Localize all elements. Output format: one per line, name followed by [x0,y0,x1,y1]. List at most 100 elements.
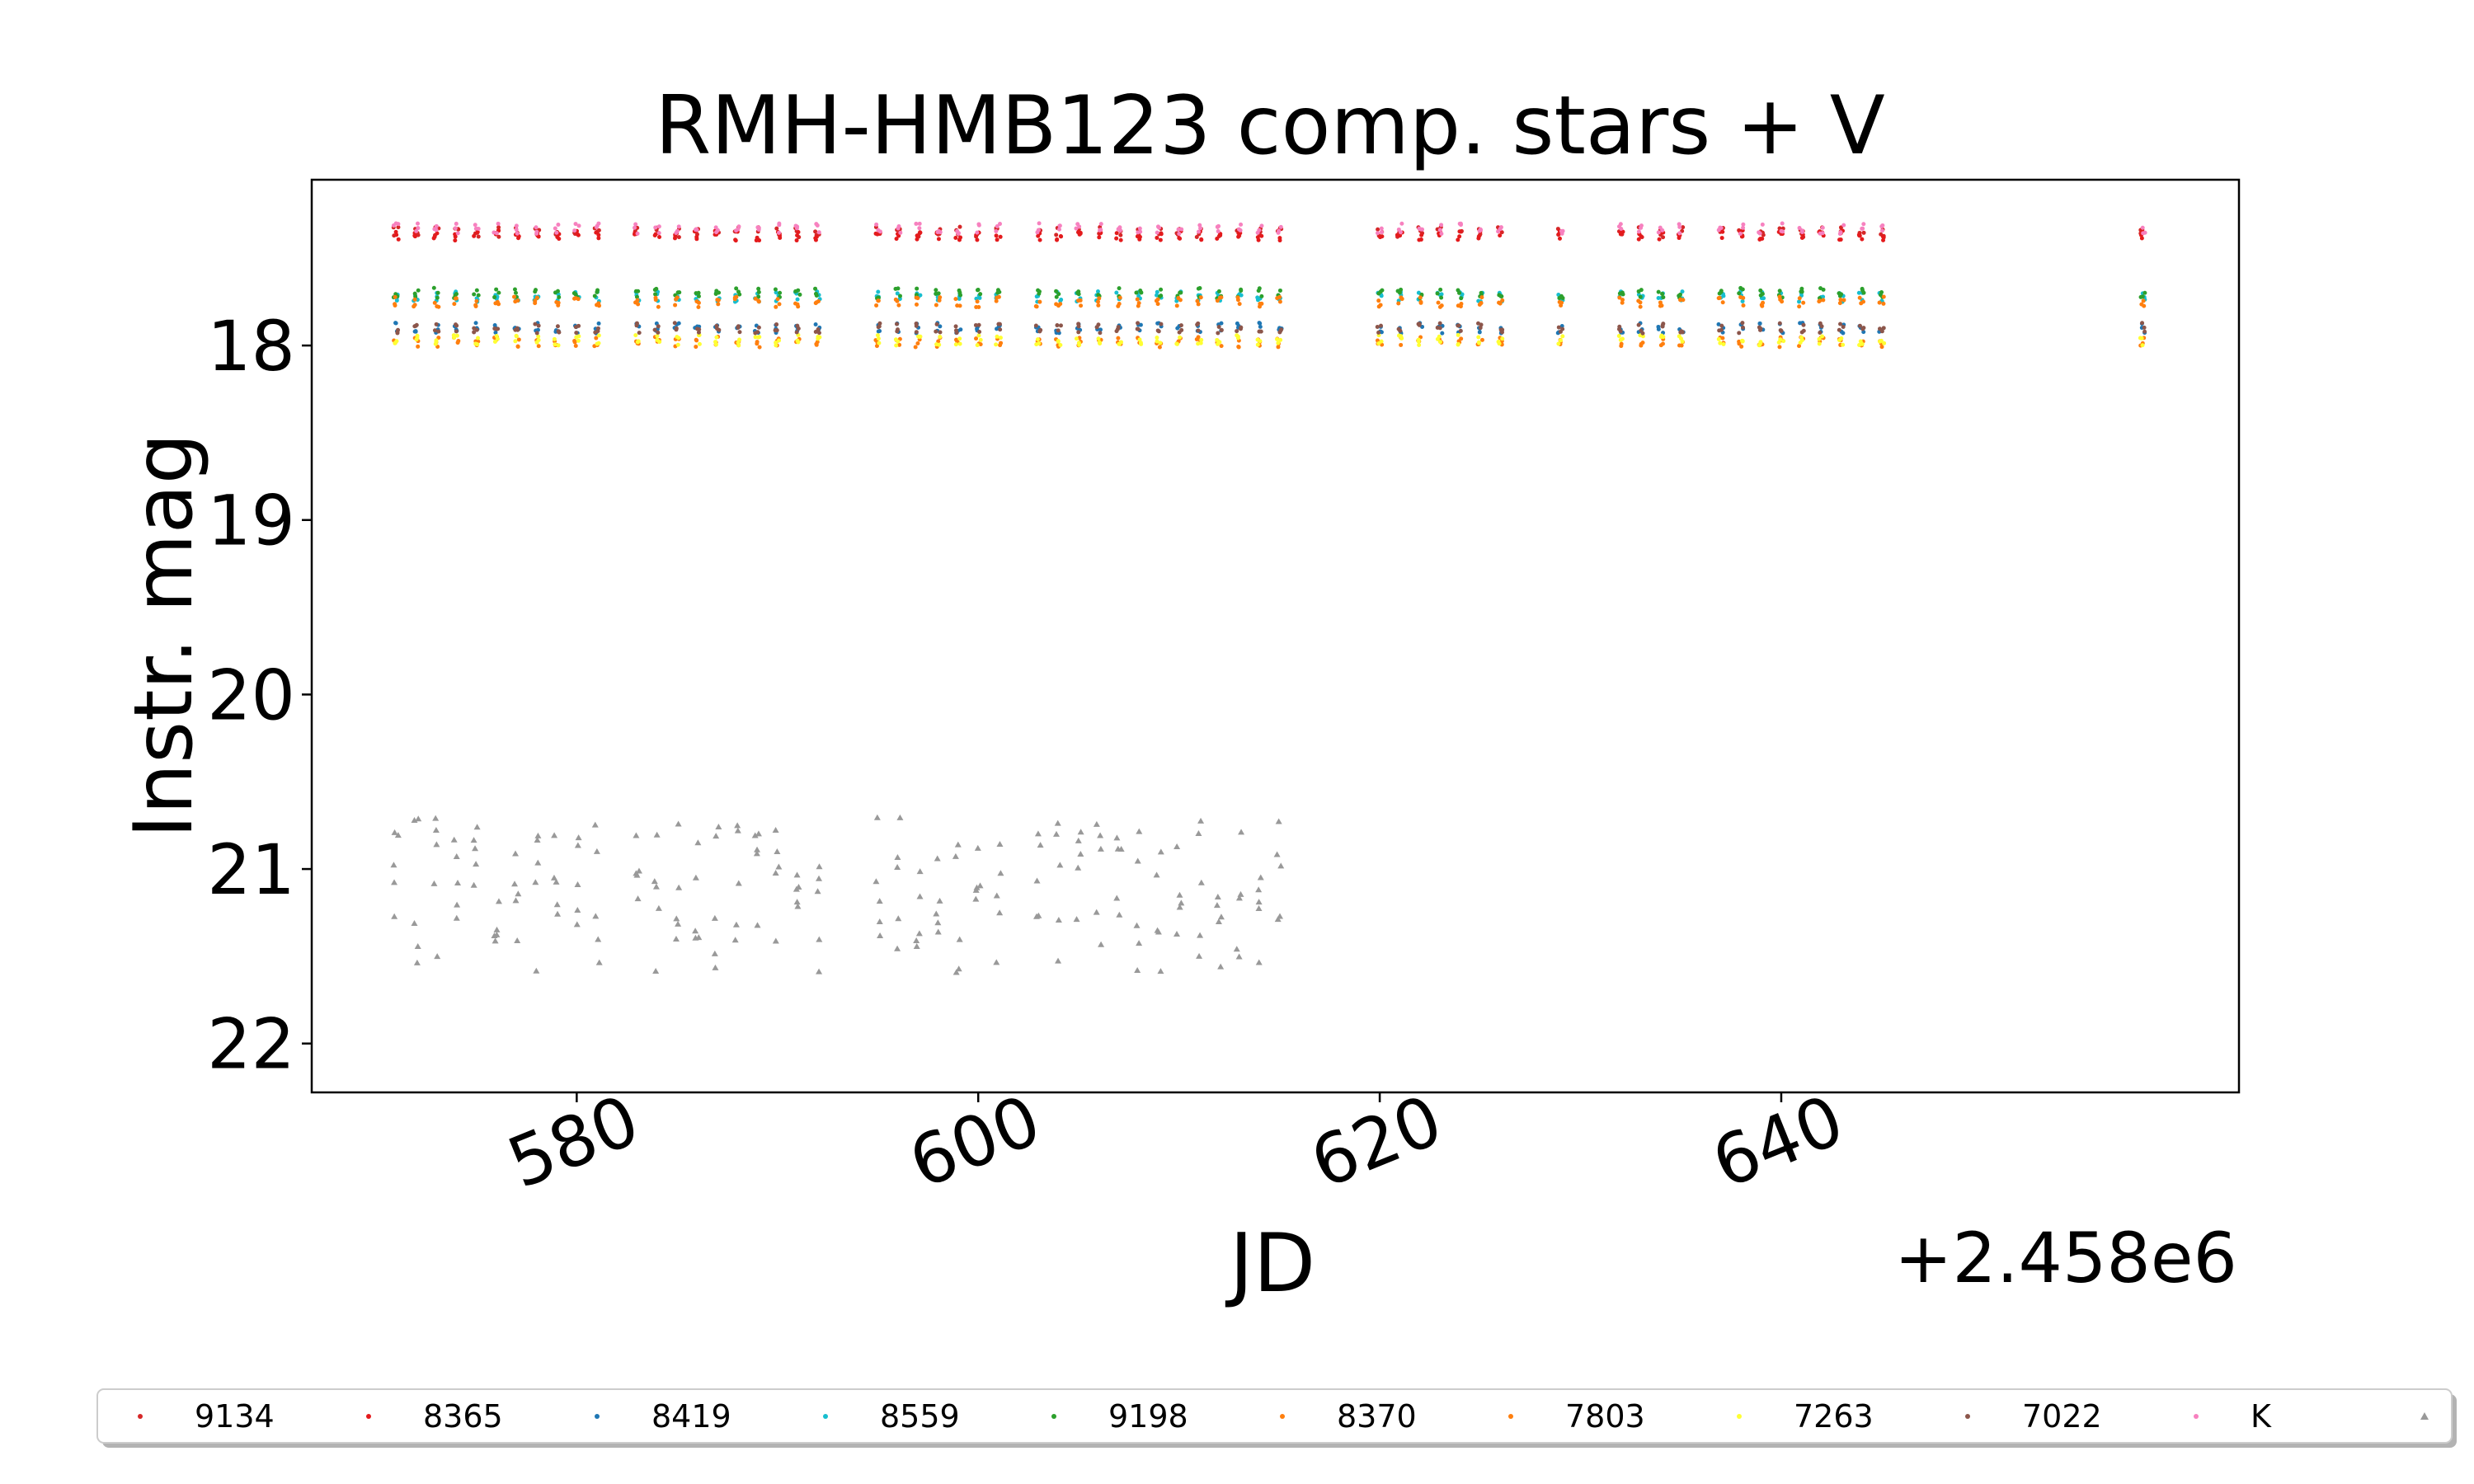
data-point [1155,235,1159,240]
data-point [2138,336,2142,340]
data-point [896,286,901,291]
data-point [995,237,999,242]
data-point [1033,323,1038,328]
data-point [1113,895,1121,901]
data-point [1556,232,1561,237]
data-point [1096,336,1101,341]
data-point [1378,303,1383,308]
data-point [595,936,602,942]
data-point [1556,325,1561,330]
data-point [1176,296,1181,301]
data-point [1841,324,1846,329]
data-point [1033,304,1038,309]
data-point [1195,322,1200,327]
data-point [1255,905,1263,912]
data-point [1479,301,1484,306]
data-point [416,221,421,226]
data-point [876,289,881,294]
data-point [1879,289,1884,294]
data-point [435,304,440,309]
data-point [1760,292,1765,297]
data-point [1860,237,1865,242]
data-point [476,336,481,340]
data-point [594,336,599,340]
data-point [1177,330,1182,335]
data-point [1458,229,1463,234]
data-point [777,338,782,343]
data-point [1277,330,1282,335]
data-point [1215,918,1222,924]
legend-marker [1965,1414,1970,1419]
data-point [1255,899,1263,905]
data-point [1216,324,1221,329]
data-point [1196,328,1201,333]
data-point [957,224,962,229]
data-point [953,297,958,302]
data-point [775,297,780,302]
data-point [1075,864,1082,871]
data-point [636,302,641,307]
data-point [1256,289,1261,294]
data-point [913,345,918,350]
y-axis: 18 19 20 21 22 [207,306,312,1085]
data-point [972,895,980,902]
data-point [1639,223,1644,228]
data-point [1216,331,1221,336]
data-point [1435,291,1440,296]
data-point [511,881,519,887]
data-point [491,932,498,938]
data-point [1560,228,1565,233]
legend-label: 9198 [1108,1398,1188,1435]
data-point [1437,304,1442,309]
data-point [1176,904,1183,910]
data-point [796,288,801,293]
data-point [1740,339,1745,344]
data-point [876,329,881,334]
data-point [1396,326,1401,331]
data-point [595,341,600,346]
data-point [2142,290,2147,295]
data-point [1037,221,1042,226]
data-point [513,327,518,332]
data-point [895,322,900,326]
data-point [496,234,501,239]
data-point [553,901,561,908]
data-point [1660,291,1665,296]
data-point [656,324,661,329]
data-point [1037,329,1042,334]
data-point [1759,303,1764,308]
data-point [954,331,959,336]
data-point [1716,322,1721,326]
data-point [594,224,599,229]
data-point [1155,339,1159,344]
data-point [1237,890,1244,897]
data-point [978,292,983,297]
data-point [393,221,398,226]
data-point [1456,237,1460,242]
data-point [795,338,800,343]
data-point [412,297,417,302]
data-point [432,815,440,821]
data-point [1277,294,1282,299]
y-tick-label: 21 [207,829,295,910]
series-7263-points [393,332,2145,348]
data-point [898,294,903,298]
data-point [1417,343,1422,348]
data-point [934,303,938,308]
data-point [917,335,922,340]
data-point [1841,342,1846,347]
data-point [1198,295,1203,300]
data-point [512,294,517,299]
data-point [675,884,683,890]
data-point [936,237,941,242]
data-point [1661,295,1666,300]
data-point [894,237,899,242]
data-point [1198,340,1203,345]
data-point [993,959,1000,965]
data-point [875,333,880,338]
data-point [534,832,542,838]
data-point [1797,299,1802,304]
data-point [1841,298,1846,303]
data-point [1155,328,1160,333]
data-point [396,237,401,242]
